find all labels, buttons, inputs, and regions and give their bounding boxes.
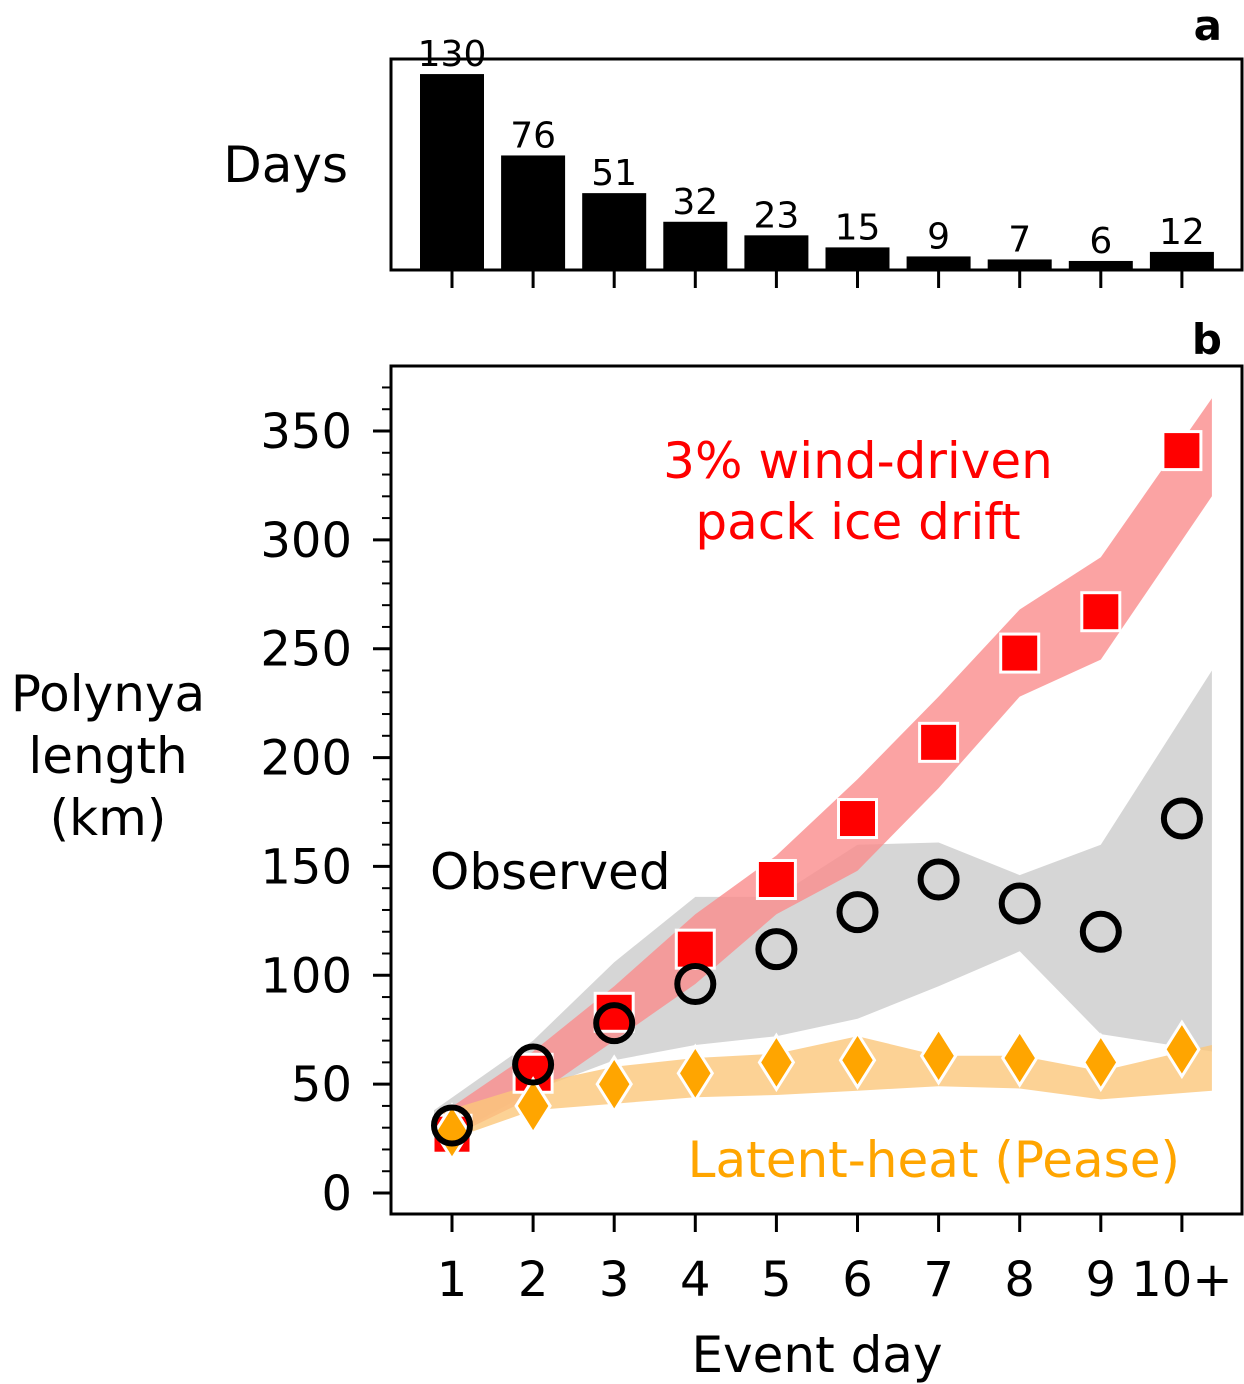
x-tick-label-7: 7 <box>923 1252 954 1308</box>
panel-b: b 0 50 100 150 200 250 300 350 1 2 3 4 5 6 7 8 9 10+ 3% … <box>11 315 1244 1384</box>
x-tick-label-6: 6 <box>842 1252 873 1308</box>
square-marker-5 <box>755 858 797 900</box>
square-marker-9 <box>1080 591 1122 633</box>
x-tick-label-4: 4 <box>680 1252 711 1308</box>
diamond-marker-8 <box>1000 1028 1039 1088</box>
x-tick-label-8: 8 <box>1004 1252 1035 1308</box>
bar-10+ <box>1149 251 1214 270</box>
bar-value-label-3: 51 <box>591 153 637 194</box>
bar-8 <box>987 259 1052 270</box>
circle-marker-1 <box>431 1104 473 1147</box>
series-label-latent-heat: Latent-heat (Pease) <box>688 1131 1180 1189</box>
circle-marker-6 <box>836 891 879 934</box>
diamond-marker-7 <box>919 1026 958 1086</box>
square-marker-6 <box>837 798 878 840</box>
diamond-marker-10+ <box>1163 1019 1201 1080</box>
y-tick-label-350: 350 <box>260 404 352 460</box>
x-tick-label-5: 5 <box>761 1252 792 1308</box>
circle-marker-9 <box>1079 910 1122 953</box>
series-label-observed: Observed <box>430 843 671 901</box>
panel-b-x-ticks: 1 2 3 4 5 6 7 8 9 10+ <box>437 1214 1233 1308</box>
y-axis-label-line-2: length <box>28 727 187 785</box>
x-tick-label-10+: 10+ <box>1131 1252 1232 1308</box>
circle-marker-3 <box>593 1002 636 1045</box>
panel-a-frame <box>389 57 1244 272</box>
diamond-marker-5 <box>757 1032 796 1093</box>
bar-value-label-6: 15 <box>835 207 881 248</box>
bar-value-label-5: 23 <box>753 195 799 236</box>
x-tick-label-1: 1 <box>437 1252 468 1308</box>
panel-a-x-ticks <box>450 270 1184 288</box>
y-tick-label-50: 50 <box>291 1057 352 1113</box>
y-tick-label-250: 250 <box>260 622 352 678</box>
x-axis-label: Event day <box>691 1326 942 1384</box>
bar-7 <box>906 256 971 270</box>
panel-a-label: a <box>1194 1 1222 50</box>
diamond-marker-6 <box>838 1030 877 1091</box>
diamond-marker-2 <box>514 1076 552 1136</box>
bar-9 <box>1068 260 1133 270</box>
bar-2 <box>501 155 566 270</box>
bar-value-label-8: 7 <box>1008 219 1031 260</box>
y-axis-label-line-1: Polynya <box>11 665 205 723</box>
diamond-marker-1 <box>433 1102 471 1162</box>
diamond-marker-4 <box>676 1043 715 1104</box>
circle-marker-8 <box>998 882 1041 925</box>
circle-marker-2 <box>512 1043 555 1086</box>
bar-value-label-9: 6 <box>1089 221 1112 262</box>
square-marker-7 <box>918 721 960 763</box>
bar-3 <box>582 193 647 270</box>
x-tick-label-2: 2 <box>518 1252 549 1308</box>
band-square <box>434 398 1212 1146</box>
y-tick-label-200: 200 <box>260 731 352 787</box>
circle-marker-4 <box>674 962 717 1005</box>
bar-value-label-4: 32 <box>672 182 718 223</box>
bar-6 <box>825 247 890 270</box>
y-tick-label-100: 100 <box>260 948 352 1004</box>
x-tick-label-9: 9 <box>1086 1252 1117 1308</box>
bar-value-label-2: 76 <box>510 115 556 156</box>
panel-b-markers <box>431 430 1203 1162</box>
y-axis-label-line-3: (km) <box>50 789 167 847</box>
bar-value-label-1: 130 <box>418 34 487 75</box>
x-tick-label-3: 3 <box>599 1252 630 1308</box>
square-marker-10+ <box>1161 430 1203 472</box>
diamond-marker-9 <box>1082 1032 1120 1093</box>
panel-a-y-axis-label: Days <box>223 136 348 194</box>
series-label-wind-drift-line-1: 3% wind-driven <box>663 432 1053 490</box>
y-tick-label-300: 300 <box>260 513 352 569</box>
circle-marker-5 <box>755 928 798 971</box>
square-marker-8 <box>999 632 1041 674</box>
bar-value-label-7: 9 <box>927 216 950 257</box>
circle-marker-7 <box>917 858 960 901</box>
bar-value-label-10+: 12 <box>1159 212 1205 253</box>
panel-b-y-ticks: 0 50 100 150 200 250 300 350 <box>260 386 391 1222</box>
bar-5 <box>744 235 809 270</box>
diamond-marker-3 <box>595 1054 633 1114</box>
panel-b-label: b <box>1192 315 1222 364</box>
bar-4 <box>663 221 728 270</box>
bar-1 <box>420 74 484 270</box>
square-marker-4 <box>674 928 716 970</box>
y-tick-label-0: 0 <box>321 1166 352 1222</box>
series-label-wind-drift-line-2: pack ice drift <box>695 493 1020 551</box>
circle-marker-10+ <box>1160 797 1203 840</box>
y-tick-label-150: 150 <box>260 839 352 895</box>
panel-b-frame <box>389 364 1244 1216</box>
